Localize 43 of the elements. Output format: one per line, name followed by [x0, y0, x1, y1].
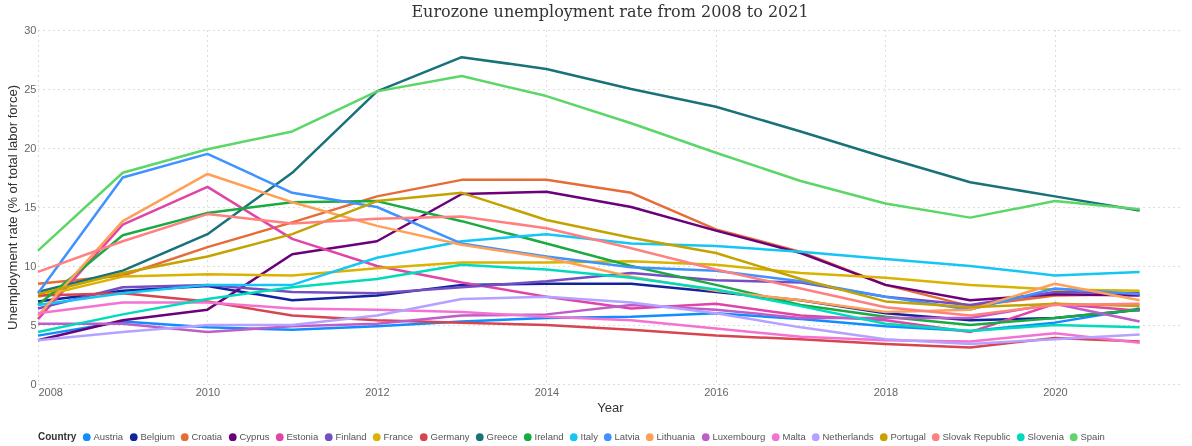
y-tick-label: 25 — [24, 82, 37, 95]
x-tick-label: 2010 — [195, 385, 221, 398]
legend-label: Finland — [335, 431, 367, 443]
x-tick-label: 2008 — [38, 385, 63, 398]
line-series — [36, 212, 1141, 317]
legend-label: Ireland — [534, 431, 564, 443]
legend-label: Estonia — [286, 431, 319, 443]
y-axis-title: Unemployment rate (% of total labor force) — [5, 85, 21, 330]
legend-label: Latvia — [614, 431, 641, 443]
legend-label: Portugal — [890, 431, 926, 443]
line-series — [36, 263, 1141, 334]
y-tick-label: 10 — [24, 259, 37, 272]
legend-label: Greece — [486, 431, 518, 443]
legend-title: Country — [38, 431, 77, 442]
legend-label: Netherlands — [822, 431, 874, 443]
line-series — [36, 301, 1141, 344]
line-series — [36, 74, 1141, 252]
legend-label: Spain — [1080, 431, 1105, 443]
x-tick-label: 2018 — [873, 385, 899, 398]
legend-label: Slovenia — [1027, 431, 1065, 443]
y-tick-label: 20 — [24, 141, 37, 154]
legend-label: Slovak Republic — [942, 431, 1011, 443]
x-tick-label: 2016 — [704, 385, 729, 398]
line-series — [36, 232, 1141, 307]
y-tick-label: 15 — [24, 200, 37, 213]
x-tick-label: 2014 — [534, 385, 560, 398]
y-tick-label: 5 — [30, 318, 37, 331]
x-tick-label: 2020 — [1043, 385, 1068, 398]
legend-label: Cyprus — [239, 431, 270, 443]
legend-label: Luxembourg — [712, 431, 766, 443]
legend-label: Malta — [782, 431, 807, 443]
legend-label: Italy — [580, 431, 599, 443]
y-tick-label: 0 — [30, 377, 37, 390]
x-tick-label: 2012 — [365, 385, 390, 398]
chart-title: Eurozone unemployment rate from 2008 to 2021 — [411, 2, 809, 21]
legend-label: Belgium — [140, 431, 175, 443]
legend-label: France — [383, 431, 414, 443]
legend-label: Lithuania — [656, 431, 696, 443]
legend-label: Germany — [430, 431, 470, 443]
legend-label: Austria — [93, 431, 124, 443]
x-axis-title: Year — [597, 399, 625, 415]
legend-label: Croatia — [191, 431, 223, 443]
y-tick-label: 30 — [24, 23, 37, 36]
